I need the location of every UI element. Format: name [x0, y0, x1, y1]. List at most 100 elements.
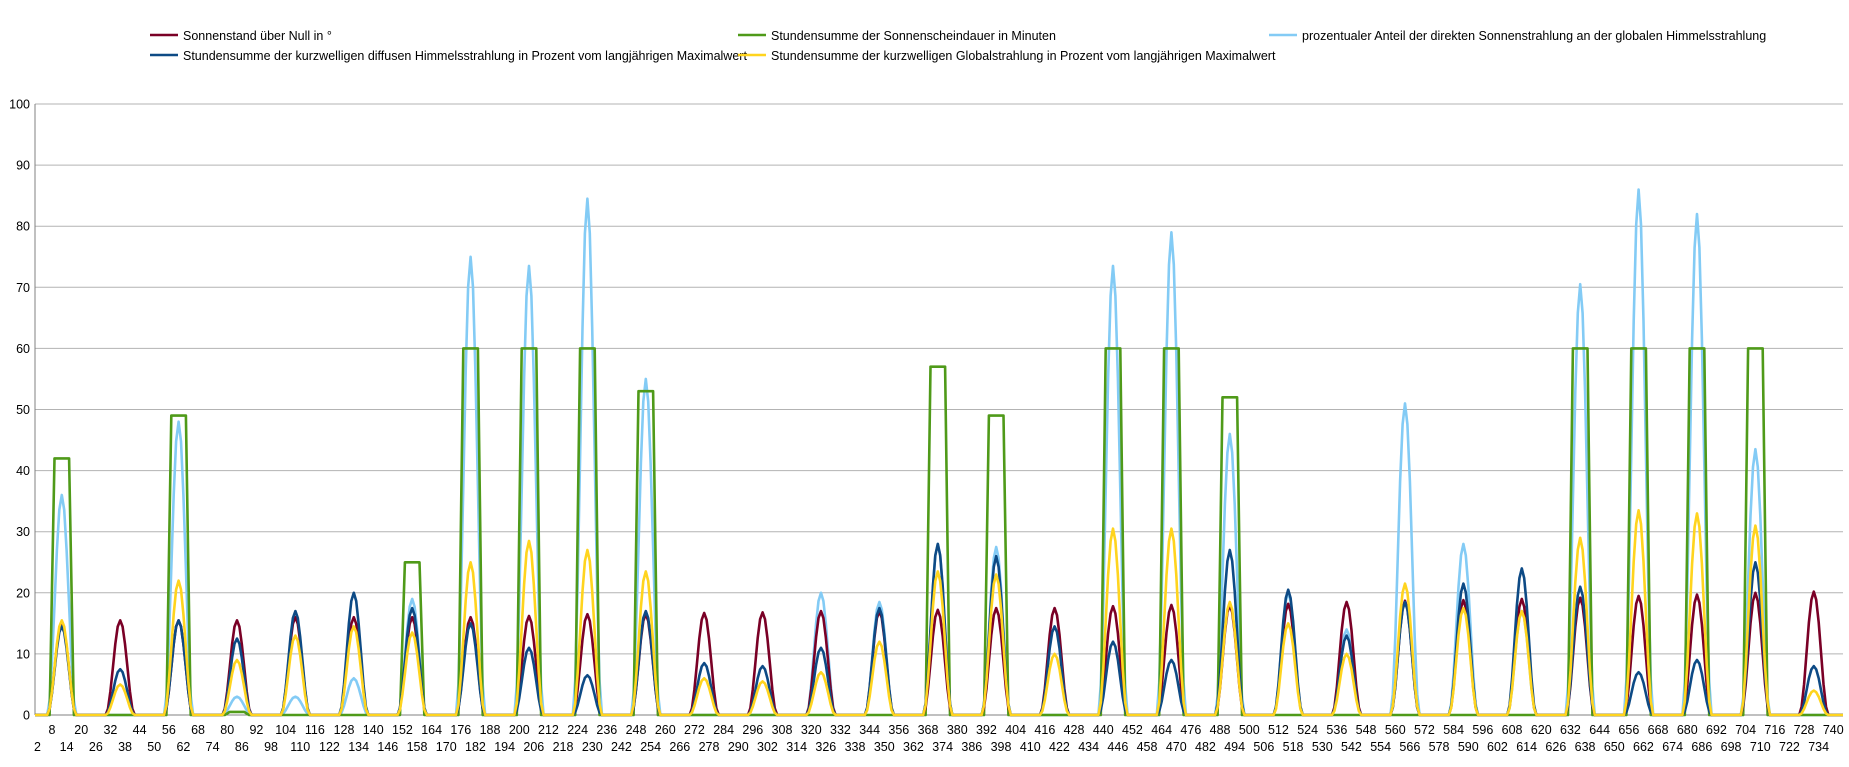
x-tick-label-38: 38: [118, 740, 132, 754]
x-tick-label-542: 542: [1341, 740, 1362, 754]
x-tick-label-446: 446: [1107, 740, 1128, 754]
x-tick-label-482: 482: [1195, 740, 1216, 754]
x-tick-label-380: 380: [947, 723, 968, 737]
x-tick-label-68: 68: [191, 723, 205, 737]
x-tick-label-338: 338: [845, 740, 866, 754]
x-tick-label-434: 434: [1078, 740, 1099, 754]
legend-item-4[interactable]: Stundensumme der kurzwelligen Globalstra…: [738, 49, 1276, 63]
x-tick-label-110: 110: [290, 740, 310, 754]
x-tick-label-530: 530: [1312, 740, 1333, 754]
x-tick-label-560: 560: [1385, 723, 1406, 737]
x-tick-label-350: 350: [874, 740, 895, 754]
y-tick-label-80: 80: [16, 220, 30, 234]
x-tick-label-734: 734: [1808, 740, 1829, 754]
x-tick-label-452: 452: [1122, 723, 1143, 737]
x-tick-label-668: 668: [1648, 723, 1669, 737]
x-tick-label-314: 314: [786, 740, 807, 754]
x-tick-label-158: 158: [407, 740, 428, 754]
x-tick-label-200: 200: [509, 723, 530, 737]
x-tick-label-104: 104: [275, 723, 296, 737]
x-tick-label-344: 344: [859, 723, 880, 737]
x-tick-label-608: 608: [1502, 723, 1523, 737]
x-tick-label-632: 632: [1560, 723, 1581, 737]
x-tick-label-92: 92: [249, 723, 263, 737]
x-tick-label-182: 182: [465, 740, 486, 754]
x-tick-label-416: 416: [1034, 723, 1055, 737]
legend-item-1[interactable]: Sonnenstand über Null in °: [150, 29, 332, 43]
x-tick-label-272: 272: [684, 723, 705, 737]
y-tick-label-0: 0: [23, 709, 30, 723]
x-tick-label-626: 626: [1545, 740, 1566, 754]
y-tick-label-30: 30: [16, 525, 30, 539]
x-tick-label-152: 152: [392, 723, 413, 737]
x-tick-label-164: 164: [421, 723, 442, 737]
x-tick-label-116: 116: [305, 723, 325, 737]
x-tick-label-650: 650: [1604, 740, 1625, 754]
x-tick-label-146: 146: [377, 740, 398, 754]
x-tick-label-320: 320: [801, 723, 822, 737]
x-tick-label-20: 20: [74, 723, 88, 737]
x-tick-label-614: 614: [1516, 740, 1537, 754]
x-tick-label-86: 86: [235, 740, 249, 754]
legend[interactable]: Sonnenstand über Null in ° Stundensumme d…: [150, 29, 1766, 63]
y-tick-label-10: 10: [16, 647, 30, 661]
x-tick-label-398: 398: [991, 740, 1012, 754]
legend-label-1: Sonnenstand über Null in °: [183, 29, 332, 43]
x-tick-label-716: 716: [1764, 723, 1785, 737]
x-tick-label-710: 710: [1750, 740, 1771, 754]
legend-item-3[interactable]: Stundensumme der Sonnenscheindauer in Mi…: [738, 29, 1056, 43]
x-tick-label-596: 596: [1472, 723, 1493, 737]
y-tick-label-20: 20: [16, 586, 30, 600]
x-tick-label-674: 674: [1662, 740, 1683, 754]
x-tick-label-428: 428: [1064, 723, 1085, 737]
x-tick-label-170: 170: [436, 740, 457, 754]
x-tick-label-248: 248: [626, 723, 647, 737]
x-tick-label-26: 26: [89, 740, 103, 754]
x-tick-label-368: 368: [918, 723, 939, 737]
x-tick-label-254: 254: [640, 740, 661, 754]
x-tick-label-554: 554: [1370, 740, 1391, 754]
x-tick-label-692: 692: [1706, 723, 1727, 737]
legend-label-5: prozentualer Anteil der direkten Sonnens…: [1302, 29, 1766, 43]
legend-item-2[interactable]: Stundensumme der kurzwelligen diffusen H…: [150, 49, 747, 63]
x-tick-label-500: 500: [1239, 723, 1260, 737]
x-tick-label-308: 308: [772, 723, 793, 737]
legend-label-4: Stundensumme der kurzwelligen Globalstra…: [771, 49, 1276, 63]
x-tick-label-278: 278: [699, 740, 720, 754]
x-tick-label-620: 620: [1531, 723, 1552, 737]
x-tick-label-80: 80: [220, 723, 234, 737]
x-tick-label-236: 236: [596, 723, 617, 737]
x-tick-label-188: 188: [480, 723, 501, 737]
y-tick-label-90: 90: [16, 159, 30, 173]
x-tick-label-506: 506: [1253, 740, 1274, 754]
gridlines: [35, 103, 1843, 716]
y-tick-label-40: 40: [16, 464, 30, 478]
x-tick-label-50: 50: [147, 740, 161, 754]
x-tick-label-740: 740: [1823, 723, 1844, 737]
x-tick-label-296: 296: [742, 723, 763, 737]
x-tick-label-230: 230: [582, 740, 603, 754]
x-tick-label-656: 656: [1618, 723, 1639, 737]
x-tick-label-140: 140: [363, 723, 384, 737]
y-tick-label-50: 50: [16, 403, 30, 417]
x-tick-label-728: 728: [1794, 723, 1815, 737]
x-tick-label-644: 644: [1589, 723, 1610, 737]
legend-item-5[interactable]: prozentualer Anteil der direkten Sonnens…: [1269, 29, 1766, 43]
x-tick-label-602: 602: [1487, 740, 1508, 754]
series-line-4: [35, 508, 1843, 717]
x-tick-label-590: 590: [1458, 740, 1479, 754]
x-tick-label-422: 422: [1049, 740, 1070, 754]
x-tick-label-470: 470: [1166, 740, 1187, 754]
x-tick-label-98: 98: [264, 740, 278, 754]
x-tick-label-638: 638: [1575, 740, 1596, 754]
x-tick-label-206: 206: [523, 740, 544, 754]
x-tick-label-518: 518: [1283, 740, 1304, 754]
x-tick-label-458: 458: [1137, 740, 1158, 754]
x-tick-label-14: 14: [60, 740, 74, 754]
series-lines: [35, 188, 1843, 717]
x-tick-label-512: 512: [1268, 723, 1289, 737]
x-tick-label-326: 326: [815, 740, 836, 754]
x-tick-label-44: 44: [133, 723, 147, 737]
